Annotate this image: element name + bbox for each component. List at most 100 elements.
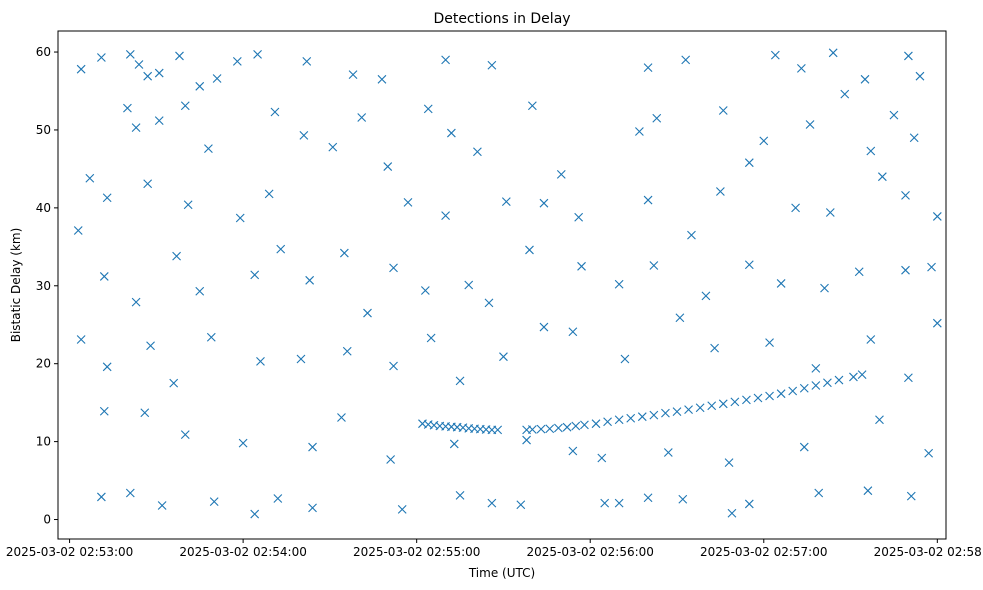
data-point xyxy=(765,338,774,348)
data-point xyxy=(363,308,372,318)
data-point xyxy=(539,322,549,332)
x-tick-label: 2025-03-02 02:56:00 xyxy=(526,545,653,559)
data-point xyxy=(487,498,497,508)
data-point xyxy=(854,267,864,277)
data-point xyxy=(426,333,436,343)
data-point xyxy=(577,261,586,271)
data-point xyxy=(866,146,876,156)
data-point xyxy=(840,89,850,99)
data-point xyxy=(296,354,306,364)
data-point xyxy=(814,488,824,498)
data-point xyxy=(614,279,624,289)
data-point xyxy=(157,501,167,510)
data-point xyxy=(863,486,873,496)
data-point xyxy=(701,291,711,301)
data-point xyxy=(308,503,317,513)
data-point xyxy=(620,354,630,364)
data-point xyxy=(568,327,578,337)
data-point xyxy=(146,341,155,351)
data-point xyxy=(455,376,465,386)
data-point xyxy=(727,508,737,518)
data-point xyxy=(626,413,636,423)
data-point xyxy=(195,81,205,91)
data-point xyxy=(866,335,876,344)
data-point xyxy=(473,147,482,157)
data-point xyxy=(195,286,205,296)
data-point xyxy=(76,64,86,74)
data-point xyxy=(172,251,181,261)
data-point xyxy=(678,494,688,504)
data-point xyxy=(811,363,821,373)
data-point xyxy=(131,123,141,133)
data-point xyxy=(849,372,858,382)
data-point xyxy=(904,51,913,61)
data-point xyxy=(183,200,193,210)
data-point xyxy=(915,71,925,81)
data-point xyxy=(423,104,433,114)
data-point xyxy=(522,435,531,445)
data-point xyxy=(73,226,83,235)
data-point xyxy=(744,260,754,270)
data-point xyxy=(684,405,693,415)
data-point xyxy=(906,491,916,501)
data-point xyxy=(643,493,653,503)
data-point xyxy=(718,106,728,115)
data-point xyxy=(799,442,809,452)
data-point xyxy=(339,248,349,258)
data-point xyxy=(901,265,910,275)
data-point xyxy=(770,50,780,60)
data-point xyxy=(383,162,393,171)
data-point xyxy=(175,51,184,61)
data-point xyxy=(545,424,555,434)
y-tick-label: 30 xyxy=(36,279,51,293)
data-point xyxy=(675,313,685,323)
data-point xyxy=(924,448,934,458)
data-point xyxy=(580,420,589,430)
data-point xyxy=(536,424,546,434)
data-point xyxy=(811,381,821,390)
data-point xyxy=(635,127,644,136)
data-point xyxy=(539,198,549,208)
data-point xyxy=(909,133,919,143)
data-point xyxy=(927,262,936,272)
data-point xyxy=(397,505,407,514)
data-point xyxy=(487,60,497,70)
data-point xyxy=(744,158,754,168)
data-point xyxy=(663,448,673,457)
data-point xyxy=(614,415,624,425)
x-tick-label: 2025-03-02 02:58:00 xyxy=(874,545,983,559)
data-point xyxy=(805,120,815,129)
data-point xyxy=(386,455,396,464)
data-point xyxy=(212,74,222,83)
data-point xyxy=(614,498,624,508)
y-tick-label: 10 xyxy=(36,435,51,449)
data-point xyxy=(455,490,465,500)
data-point xyxy=(715,187,725,196)
data-point xyxy=(753,393,763,403)
data-point xyxy=(796,64,806,73)
data-point xyxy=(525,245,534,255)
data-point xyxy=(493,425,503,435)
data-point xyxy=(357,113,367,122)
data-point xyxy=(134,60,144,69)
data-point xyxy=(337,413,346,422)
x-tick-label: 2025-03-02 02:54:00 xyxy=(179,545,306,559)
data-point xyxy=(649,261,659,270)
data-point xyxy=(154,116,164,125)
data-point xyxy=(820,283,829,293)
data-point xyxy=(131,297,141,307)
data-point xyxy=(718,399,728,409)
data-point xyxy=(571,421,581,431)
data-point xyxy=(661,408,670,418)
data-point xyxy=(270,107,280,117)
data-point xyxy=(123,103,132,113)
data-point xyxy=(85,173,95,183)
data-point xyxy=(527,101,537,111)
y-axis-ticks: 0 10 20 30 40 50 60 xyxy=(36,45,58,527)
data-point xyxy=(484,298,494,308)
data-point xyxy=(574,212,584,222)
data-point xyxy=(102,362,112,372)
data-point xyxy=(597,453,607,463)
data-point xyxy=(204,144,213,154)
